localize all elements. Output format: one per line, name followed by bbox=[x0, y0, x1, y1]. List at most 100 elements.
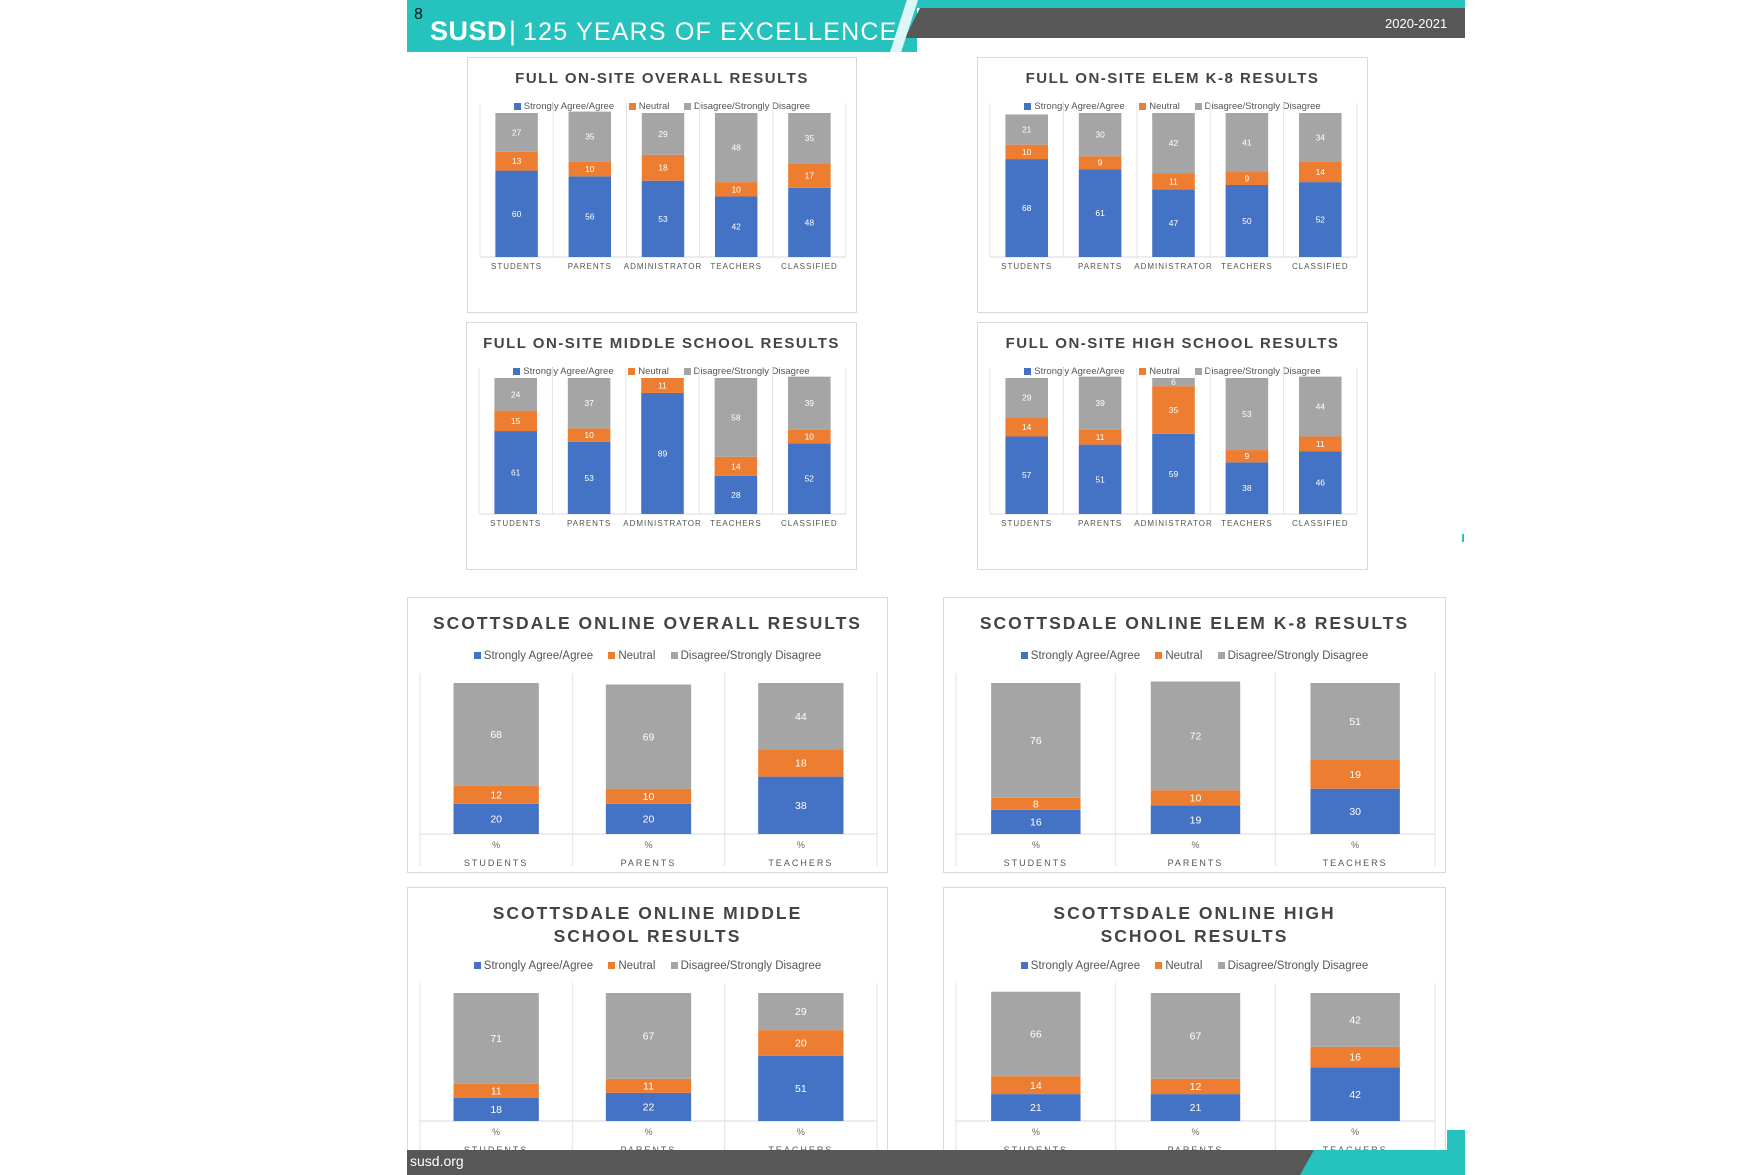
data-label: 58 bbox=[731, 412, 741, 422]
category-unit-label: % bbox=[1032, 1127, 1040, 1137]
category-unit-label: % bbox=[644, 1127, 652, 1137]
data-label: 42 bbox=[1349, 1089, 1361, 1101]
bar-segment-agree bbox=[1005, 436, 1048, 514]
bar-segment-disagree bbox=[641, 113, 685, 155]
data-label: 13 bbox=[512, 156, 522, 166]
legend-swatch-icon bbox=[473, 652, 481, 660]
chart-full-onsite-elem: FULL ON-SITE ELEM K-8 RESULTS Strongly A… bbox=[977, 57, 1368, 313]
legend-swatch-icon bbox=[1139, 367, 1147, 375]
data-label: 11 bbox=[1316, 439, 1325, 449]
category-unit-label: % bbox=[492, 840, 500, 850]
data-label: 12 bbox=[490, 789, 502, 801]
bar-segment-agree bbox=[605, 1092, 692, 1121]
bar-segment-agree bbox=[788, 187, 831, 257]
legend-label: Neutral bbox=[618, 650, 656, 662]
chart-title: FULL ON-SITE ELEM K-8 RESULTS bbox=[1025, 70, 1320, 87]
bar-segment-neutral bbox=[1225, 172, 1269, 185]
data-label: 12 bbox=[1190, 1081, 1202, 1093]
legend-swatch-icon bbox=[1194, 102, 1202, 110]
bar-segment-neutral bbox=[453, 1083, 539, 1098]
legend-item-agree: Strongly Agree/Agree bbox=[1024, 101, 1125, 112]
footer-teal-band bbox=[1300, 1150, 1465, 1175]
data-label: 24 bbox=[511, 389, 521, 399]
data-label: 20 bbox=[490, 814, 502, 826]
data-label: 9 bbox=[1245, 173, 1250, 183]
data-label: 11 bbox=[1169, 176, 1178, 186]
legend-item-neutral: Neutral bbox=[1139, 366, 1180, 377]
data-label: 68 bbox=[1022, 203, 1032, 213]
category-label: CLASSIFIED bbox=[781, 262, 838, 271]
bar-segment-neutral bbox=[1078, 156, 1122, 170]
data-label: 10 bbox=[643, 791, 655, 803]
category-label: ADMINISTRATOR bbox=[623, 519, 701, 528]
header-top-strip bbox=[905, 0, 1465, 8]
category-label: TEACHERS bbox=[710, 519, 762, 528]
data-label: 14 bbox=[1022, 422, 1032, 432]
header-teal-band bbox=[407, 0, 917, 52]
data-label: 16 bbox=[1030, 817, 1042, 829]
school-year: 2020-2021 bbox=[1385, 16, 1448, 31]
category-unit-label: % bbox=[1351, 840, 1359, 850]
legend-item-agree: Strongly Agree/Agree bbox=[1020, 960, 1140, 972]
category-label: PARENTS bbox=[1078, 262, 1122, 271]
bar-segment-neutral bbox=[1005, 417, 1048, 437]
bar-segment-agree bbox=[714, 196, 758, 257]
bar-segment-neutral bbox=[494, 410, 537, 432]
data-label: 15 bbox=[511, 416, 521, 426]
bar-segment-neutral bbox=[1225, 450, 1269, 463]
bar-segment-agree bbox=[453, 803, 539, 834]
bar-segment-neutral bbox=[453, 785, 539, 804]
legend-label: Strongly Agree/Agree bbox=[483, 960, 594, 972]
data-label: 11 bbox=[658, 380, 667, 390]
chart-title: SCOTTSDALE ONLINE OVERALL RESULTS bbox=[433, 613, 862, 633]
chart-full-onsite-overall: FULL ON-SITE OVERALL RESULTS Strongly Ag… bbox=[467, 57, 857, 313]
legend-label: Disagree/Strongly Disagree bbox=[1227, 960, 1369, 972]
data-label: 44 bbox=[795, 711, 807, 723]
category-label: STUDENTS bbox=[464, 858, 529, 868]
footer-gray-band bbox=[407, 1150, 1465, 1175]
chart-plot: 181171%STUDENTS221167%PARENTS512029%TEAC… bbox=[419, 983, 878, 1155]
legend-swatch-icon bbox=[608, 962, 616, 970]
legend-swatch-icon bbox=[628, 102, 636, 110]
data-label: 29 bbox=[1022, 393, 1032, 403]
chart-legend: Strongly Agree/Agree Neutral Disagree/St… bbox=[978, 366, 1367, 377]
data-label: 44 bbox=[1316, 402, 1326, 412]
chart-legend: Strongly Agree/Agree Neutral Disagree/St… bbox=[408, 650, 887, 662]
chart-online-high: SCOTTSDALE ONLINE HIGH SCHOOL RESULTS St… bbox=[943, 887, 1446, 1160]
bar-segment-agree bbox=[1225, 185, 1269, 257]
legend-item-neutral: Neutral bbox=[628, 101, 669, 112]
chart-legend: Strongly Agree/Agree Neutral Disagree/St… bbox=[978, 101, 1367, 112]
category-unit-label: % bbox=[1191, 1127, 1199, 1137]
bar-segment-neutral bbox=[641, 154, 685, 181]
bar-segment-neutral bbox=[1299, 161, 1342, 183]
legend-label: Disagree/Strongly Disagree bbox=[693, 366, 810, 377]
footer-logo-icon bbox=[1447, 1130, 1465, 1160]
data-label: 66 bbox=[1030, 1029, 1042, 1041]
bar-segment-agree bbox=[991, 1094, 1081, 1121]
bar-segment-neutral bbox=[1150, 790, 1241, 806]
legend-swatch-icon bbox=[1194, 367, 1202, 375]
legend-label: Strongly Agree/Agree bbox=[1034, 101, 1125, 112]
bar-segment-agree bbox=[641, 392, 684, 514]
data-label: 18 bbox=[795, 758, 807, 770]
data-label: 38 bbox=[795, 800, 807, 812]
data-label: 51 bbox=[795, 1083, 807, 1095]
legend-item-disagree: Disagree/Strongly Disagree bbox=[683, 366, 810, 377]
data-label: 67 bbox=[1190, 1031, 1202, 1043]
bar-segment-disagree bbox=[1299, 113, 1342, 162]
bar-segment-disagree bbox=[568, 111, 612, 162]
bar-segment-neutral bbox=[495, 151, 538, 171]
bar-segment-disagree bbox=[453, 683, 539, 786]
chart-title: SCOTTSDALE ONLINE HIGH SCHOOL RESULTS bbox=[1053, 903, 1336, 946]
legend-label: Disagree/Strongly Disagree bbox=[1227, 650, 1369, 662]
bar-segment-agree bbox=[641, 180, 685, 257]
legend-swatch-icon bbox=[1155, 962, 1163, 970]
legend-label: Neutral bbox=[1149, 101, 1180, 112]
legend-swatch-icon bbox=[684, 102, 692, 110]
chart-plot: 68 10 21 STUDENTS 61 9 30 PARENTS 47 11 42 ADMINIST… bbox=[989, 103, 1358, 271]
category-label: PARENTS bbox=[1168, 858, 1224, 868]
bar-segment-disagree bbox=[991, 683, 1081, 798]
data-label: 10 bbox=[585, 164, 595, 174]
chart-title: SCOTTSDALE ONLINE MIDDLE SCHOOL RESULTS bbox=[492, 903, 803, 946]
data-label: 37 bbox=[584, 398, 594, 408]
